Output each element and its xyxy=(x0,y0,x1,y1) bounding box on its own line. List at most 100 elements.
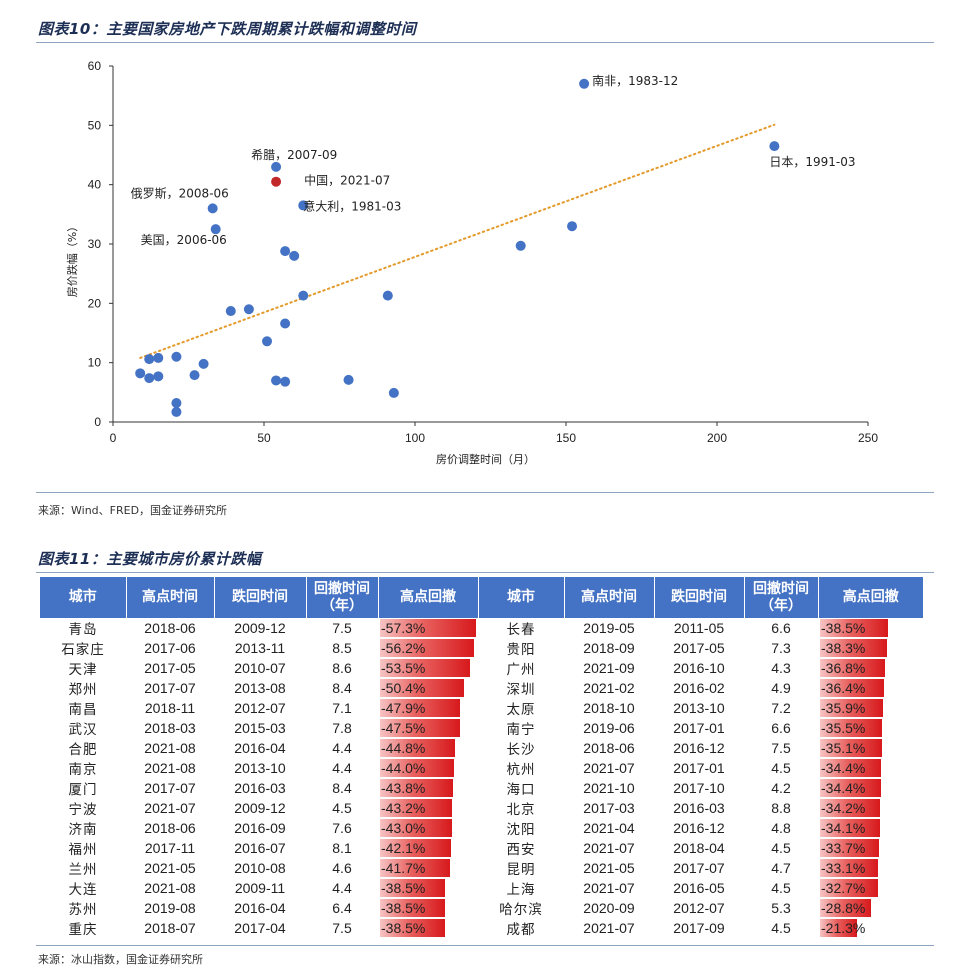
drawdown-bar xyxy=(820,699,884,717)
peak-date-cell: 2017-05 xyxy=(144,660,196,676)
drawdown-value: -35.5% xyxy=(821,720,866,736)
y-tick-label: 20 xyxy=(88,296,102,310)
table-header-cell: 高点时间 xyxy=(563,577,654,618)
scatter-point xyxy=(271,161,282,172)
drawdown-value: -42.1% xyxy=(381,840,426,856)
peak-date-cell: 2017-11 xyxy=(144,840,196,856)
table-row: 济南 2018-06 2016-09 7.6 -43.0% 沈阳 2021-04 2016-1… xyxy=(40,818,923,838)
return-date-cell: 2017-05 xyxy=(673,640,725,656)
drawdown-value: -43.2% xyxy=(381,800,426,816)
table-row: 郑州 2017-07 2013-08 8.4 -50.4% 深圳 2021-02 2016-0… xyxy=(40,678,923,698)
drawdown-bar xyxy=(820,839,880,857)
figure11-title: 图表11：主要城市房价累计跌幅 xyxy=(38,550,262,568)
scatter-point xyxy=(388,387,399,398)
point-label: 希腊，2007-09 xyxy=(251,147,337,162)
table-row: 武汉 2018-03 2015-03 7.8 -47.5% 南宁 2019-06 2017-0… xyxy=(40,718,923,738)
peak-date-cell: 2021-04 xyxy=(583,820,635,836)
drawdown-years-cell: 4.9 xyxy=(771,680,791,696)
peak-drawdown-cell: -50.4% xyxy=(378,678,478,698)
return-date-cell: 2017-04 xyxy=(234,920,286,936)
scatter-point xyxy=(280,376,291,387)
city-cell: 成都 xyxy=(506,922,536,938)
figure10-bottom-rule xyxy=(36,492,934,493)
city-cell: 西安 xyxy=(506,842,536,858)
figure11-top-rule xyxy=(36,572,934,573)
drawdown-value: -36.4% xyxy=(821,680,866,696)
drawdown-years-cell: 7.6 xyxy=(332,820,352,836)
peak-date-cell: 2018-06 xyxy=(144,820,196,836)
drawdown-bar xyxy=(380,819,453,837)
peak-date-cell: 2018-06 xyxy=(144,620,196,636)
table-header-cell: 高点回撤 xyxy=(817,577,923,618)
drawdown-years-cell: 4.4 xyxy=(332,760,352,776)
peak-date-cell: 2018-09 xyxy=(583,640,635,656)
drawdown-value: -38.5% xyxy=(381,880,426,896)
drawdown-bar xyxy=(380,839,451,857)
city-cell: 合肥 xyxy=(68,742,98,758)
peak-date-cell: 2019-06 xyxy=(583,720,635,736)
peak-drawdown-cell: -44.0% xyxy=(378,758,478,778)
drawdown-years-cell: 8.4 xyxy=(332,780,352,796)
return-date-cell: 2012-07 xyxy=(673,900,725,916)
city-cell: 昆明 xyxy=(506,862,536,878)
peak-date-cell: 2018-10 xyxy=(583,700,635,716)
drawdown-years-cell: 4.5 xyxy=(771,920,791,936)
figure11-source: 来源：冰山指数，国金证券研究所 xyxy=(38,953,203,966)
table-body: 青岛 2018-06 2009-12 7.5 -57.3% 长春 2019-05 2011-0… xyxy=(40,618,923,938)
drawdown-bar xyxy=(380,699,461,717)
city-cell: 天津 xyxy=(68,662,98,678)
table-row: 重庆 2018-07 2017-04 7.5 -38.5% 成都 2021-07 2017-0… xyxy=(40,918,923,938)
drawdown-value: -38.3% xyxy=(821,640,866,656)
drawdown-value: -34.1% xyxy=(821,820,866,836)
table-header-cell: 城市 xyxy=(477,577,564,618)
peak-date-cell: 2018-11 xyxy=(144,700,196,716)
drawdown-years-cell: 4.6 xyxy=(332,860,352,876)
drawdown-value: -21.3% xyxy=(821,920,866,936)
return-date-cell: 2009-12 xyxy=(234,800,286,816)
scatter-point xyxy=(289,250,300,261)
drawdown-value: -47.9% xyxy=(381,700,426,716)
y-tick-label: 10 xyxy=(88,356,102,370)
peak-drawdown-cell: -57.3% xyxy=(378,618,478,638)
drawdown-bar xyxy=(380,639,475,657)
scatter-point xyxy=(271,176,282,187)
city-cell: 贵阳 xyxy=(506,642,536,658)
drawdown-bar xyxy=(380,619,476,637)
city-cell: 苏州 xyxy=(68,902,98,918)
point-label: 美国，2006-06 xyxy=(141,233,227,247)
drawdown-years-cell: 7.5 xyxy=(332,920,352,936)
return-date-cell: 2016-10 xyxy=(673,660,725,676)
scatter-point xyxy=(243,304,254,315)
drawdown-value: -56.2% xyxy=(381,640,426,656)
drawdown-value: -44.0% xyxy=(381,760,426,776)
drawdown-years-cell: 4.5 xyxy=(332,800,352,816)
scatter-point xyxy=(153,352,164,363)
table-row: 苏州 2019-08 2016-04 6.4 -38.5% 哈尔滨 2020-09 2012-… xyxy=(40,898,923,918)
peak-date-cell: 2021-05 xyxy=(583,860,635,876)
peak-date-cell: 2017-03 xyxy=(583,800,635,816)
scatter-point xyxy=(207,203,218,214)
drawdown-years-cell: 4.5 xyxy=(771,880,791,896)
peak-date-cell: 2017-07 xyxy=(144,780,196,796)
y-axis-label: 房价跌幅（%） xyxy=(65,221,79,297)
table-header-cell: 城市 xyxy=(40,577,126,618)
scatter-point xyxy=(769,141,780,152)
peak-drawdown-cell: -34.4% xyxy=(818,778,923,798)
scatter-point xyxy=(135,368,146,379)
drawdown-bar xyxy=(380,719,460,737)
table-header-cell: 回撤时间（年） xyxy=(305,577,378,618)
drawdown-value: -57.3% xyxy=(381,620,426,636)
drawdown-bar xyxy=(820,899,871,917)
drawdown-bar xyxy=(820,859,879,877)
drawdown-bar xyxy=(380,679,465,697)
drawdown-bar xyxy=(380,659,470,677)
peak-drawdown-cell: -33.7% xyxy=(818,838,923,858)
drawdown-value: -33.7% xyxy=(821,840,866,856)
peak-drawdown-cell: -38.5% xyxy=(378,878,478,898)
return-date-cell: 2016-12 xyxy=(673,740,725,756)
x-tick-label: 200 xyxy=(707,431,727,445)
peak-date-cell: 2021-07 xyxy=(583,760,635,776)
drawdown-bar xyxy=(820,759,881,777)
x-tick-label: 0 xyxy=(110,431,117,445)
drawdown-value: -35.1% xyxy=(821,740,866,756)
